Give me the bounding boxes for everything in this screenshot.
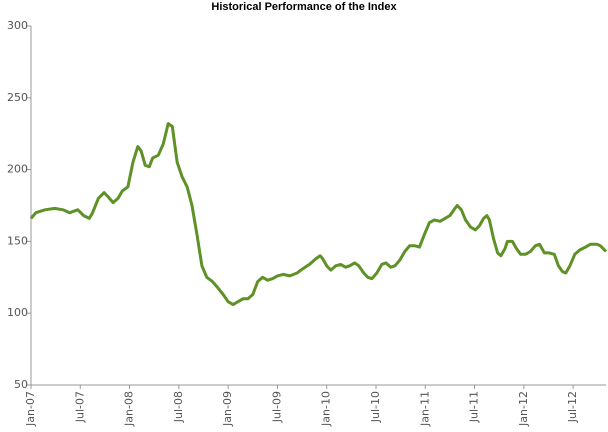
chart-title: Historical Performance of the Index [211,1,397,13]
y-tick-label: 250 [7,91,28,104]
x-tick-label: Jan-10 [320,391,333,427]
x-tick-label: Jul-09 [270,391,283,423]
x-tick-label: Jan-09 [221,391,234,427]
x-tick-label: Jul-11 [468,391,481,423]
x-tick-label: Jan-11 [418,391,431,427]
y-tick-label: 100 [7,306,28,319]
x-tick-label: Jul-08 [172,391,185,423]
y-tick-label: 50 [14,378,28,391]
x-tick-label: Jul-10 [369,391,382,423]
y-tick-label: 300 [7,19,28,32]
y-tick-label: 200 [7,163,28,176]
x-tick-label: Jan-12 [517,391,530,427]
x-tick-label: Jul-07 [73,391,86,423]
data-line [29,122,608,307]
x-tick-label: Jul-12 [566,391,579,423]
x-tick-label: Jan-08 [123,391,136,427]
y-tick-label: 150 [7,234,28,247]
x-tick-label: Jan-07 [24,391,37,427]
